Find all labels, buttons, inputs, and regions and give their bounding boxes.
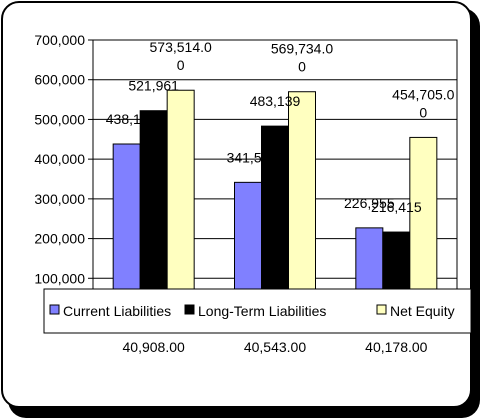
data-labels: 438,11 521,961 573,514.0 0 341,58 483,139 569,… <box>106 39 455 215</box>
data-label: 341,58 <box>227 149 270 165</box>
y-tick-label: 700,000 <box>34 32 85 48</box>
bar <box>166 89 195 319</box>
legend-label: Current Liabilities <box>63 303 171 319</box>
data-label: 216,415 <box>371 199 422 215</box>
bar <box>409 136 438 319</box>
bar <box>288 91 316 319</box>
legend-swatch <box>376 304 387 315</box>
y-tick-label: 500,000 <box>34 111 85 127</box>
data-label: 438,11 <box>106 111 148 127</box>
data-label: 0 <box>298 59 306 75</box>
data-label: 521,961 <box>128 78 179 94</box>
y-tick-label: 400,000 <box>34 151 85 167</box>
legend-label: Net Equity <box>390 303 455 319</box>
y-tick-label: 300,000 <box>34 191 85 207</box>
data-label: 483,139 <box>250 93 301 109</box>
data-label: 569,734.0 <box>271 41 333 57</box>
data-label: 0 <box>177 57 185 73</box>
data-label: 454,705.0 <box>392 86 454 102</box>
x-category-label: 40,543.00 <box>244 339 306 355</box>
legend-swatch <box>184 304 195 315</box>
bar <box>139 110 168 319</box>
y-tick-label: 200,000 <box>34 231 85 247</box>
bar <box>261 125 289 319</box>
x-category-label: 40,178.00 <box>365 339 427 355</box>
y-axis-ticks: 700,000 600,000 500,000 400,000 300,000 200,0… <box>34 32 85 286</box>
y-tick-label: 600,000 <box>34 72 85 88</box>
data-label: 226,955 <box>344 195 395 211</box>
x-axis-categories: 40,908.00 40,543.00 40,178.00 <box>123 339 428 355</box>
legend-label: Long-Term Liabilities <box>198 303 326 319</box>
legend-box <box>43 288 472 334</box>
legend: Current Liabilities Long-Term Liabilities… <box>43 288 472 334</box>
y-tick-label: 100,000 <box>34 270 85 286</box>
data-label: 0 <box>419 104 427 120</box>
legend-swatch <box>49 304 60 315</box>
data-label: 573,514.0 <box>150 39 212 55</box>
x-category-label: 40,908.00 <box>123 339 185 355</box>
